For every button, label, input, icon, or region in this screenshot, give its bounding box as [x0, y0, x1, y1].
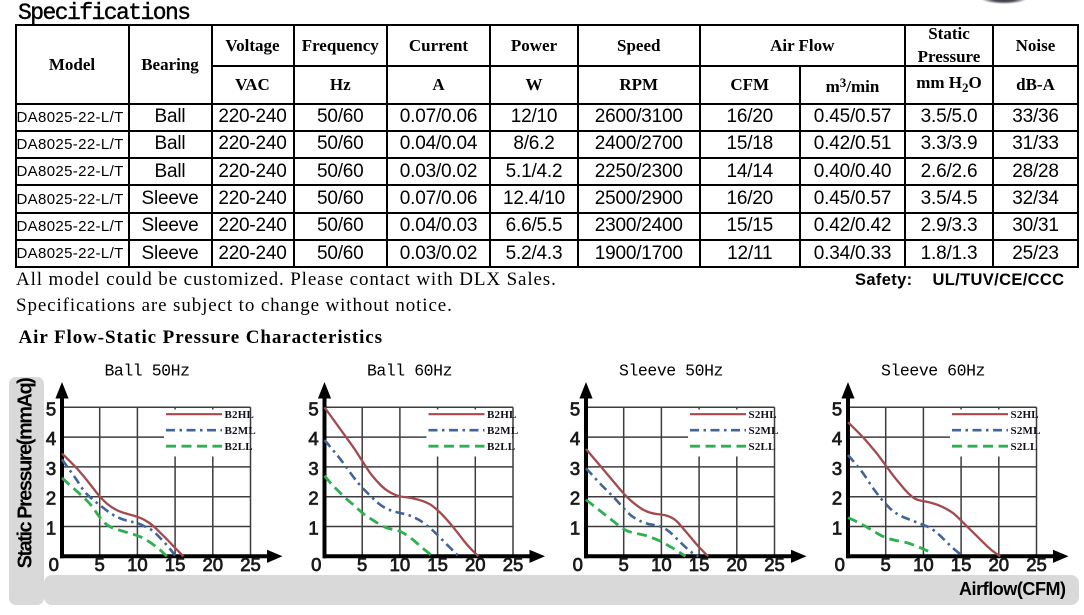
svg-text:4: 4 — [46, 428, 56, 449]
svg-text:B2ML: B2ML — [225, 425, 256, 437]
svg-text:3: 3 — [308, 458, 318, 479]
svg-text:1: 1 — [308, 518, 318, 539]
svg-text:S2LL: S2LL — [1011, 441, 1038, 453]
svg-text:B2HL: B2HL — [225, 409, 255, 421]
svg-text:5: 5 — [95, 554, 105, 575]
svg-text:4: 4 — [832, 428, 842, 449]
svg-text:B2LL: B2LL — [225, 441, 253, 453]
svg-text:S2LL: S2LL — [749, 441, 776, 453]
svg-text:0: 0 — [49, 554, 59, 575]
svg-text:S2ML: S2ML — [749, 425, 779, 437]
svg-text:1: 1 — [46, 518, 56, 539]
svg-text:B2ML: B2ML — [487, 425, 518, 437]
svg-text:Sleeve 60Hz: Sleeve 60Hz — [881, 362, 985, 381]
svg-text:0: 0 — [835, 554, 845, 575]
svg-text:2: 2 — [570, 488, 580, 509]
svg-text:5: 5 — [832, 398, 842, 419]
svg-text:B2HL: B2HL — [487, 409, 517, 421]
svg-text:B2LL: B2LL — [487, 441, 515, 453]
svg-text:15: 15 — [689, 554, 710, 575]
svg-text:10: 10 — [127, 554, 148, 575]
svg-text:25: 25 — [764, 554, 785, 575]
svg-text:3: 3 — [570, 458, 580, 479]
svg-text:10: 10 — [390, 554, 411, 575]
svg-text:15: 15 — [427, 554, 448, 575]
svg-text:5: 5 — [570, 398, 580, 419]
svg-text:2: 2 — [832, 488, 842, 509]
svg-text:5: 5 — [46, 398, 56, 419]
svg-text:5: 5 — [881, 554, 891, 575]
svg-text:2: 2 — [46, 488, 56, 509]
svg-text:1: 1 — [570, 518, 580, 539]
svg-text:20: 20 — [989, 554, 1010, 575]
svg-text:S2HL: S2HL — [1011, 409, 1039, 421]
svg-text:25: 25 — [240, 554, 261, 575]
svg-text:S2ML: S2ML — [1011, 425, 1041, 437]
svg-text:3: 3 — [46, 458, 56, 479]
svg-text:25: 25 — [503, 554, 524, 575]
svg-text:1: 1 — [832, 518, 842, 539]
svg-text:Sleeve 50Hz: Sleeve 50Hz — [619, 362, 723, 381]
svg-text:Ball 50Hz: Ball 50Hz — [104, 362, 189, 381]
svg-text:4: 4 — [308, 428, 318, 449]
svg-text:20: 20 — [727, 554, 748, 575]
svg-text:S2HL: S2HL — [749, 409, 777, 421]
svg-text:25: 25 — [1026, 554, 1047, 575]
svg-text:2: 2 — [308, 488, 318, 509]
svg-text:5: 5 — [308, 398, 318, 419]
svg-text:10: 10 — [913, 554, 934, 575]
svg-text:0: 0 — [573, 554, 583, 575]
svg-text:20: 20 — [465, 554, 486, 575]
svg-text:5: 5 — [619, 554, 629, 575]
svg-text:15: 15 — [165, 554, 186, 575]
svg-text:20: 20 — [203, 554, 224, 575]
svg-text:0: 0 — [311, 554, 321, 575]
svg-text:Ball 60Hz: Ball 60Hz — [367, 362, 452, 381]
svg-text:5: 5 — [357, 554, 367, 575]
svg-text:4: 4 — [570, 428, 580, 449]
svg-text:3: 3 — [832, 458, 842, 479]
svg-text:15: 15 — [951, 554, 972, 575]
svg-text:10: 10 — [651, 554, 672, 575]
